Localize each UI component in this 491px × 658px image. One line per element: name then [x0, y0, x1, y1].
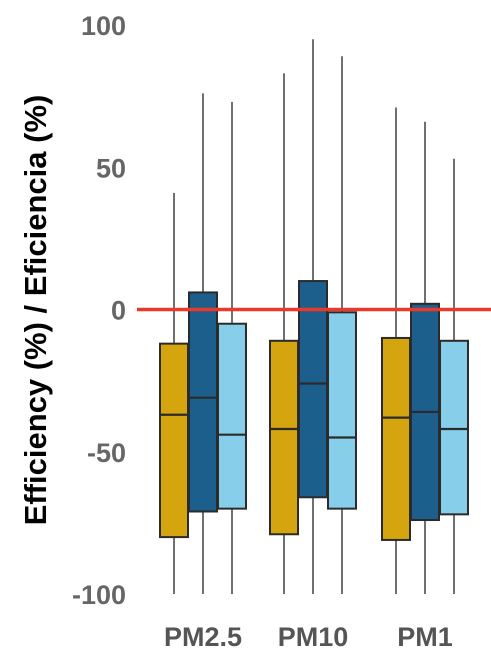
- y-tick-labels: 100 50 0 -50 -100: [72, 11, 126, 610]
- iqr-box: [298, 280, 328, 499]
- iqr-box: [269, 339, 299, 536]
- y-tick-label: -100: [72, 580, 126, 610]
- y-tick-label: 100: [81, 11, 126, 41]
- iqr-box: [439, 339, 469, 516]
- iqr-box: [159, 342, 189, 539]
- iqr-box: [381, 336, 411, 541]
- box-PM1-series-2: [410, 121, 440, 594]
- y-axis-label: Efficiency (%) / Eficiencia (%): [18, 95, 53, 526]
- box-PM2.5-series-3: [217, 101, 247, 594]
- plot-area: [137, 39, 491, 594]
- x-tick-labels: PM2.5 PM10 PM1: [164, 622, 453, 652]
- iqr-box: [188, 291, 218, 513]
- y-tick-label: -50: [87, 438, 126, 468]
- iqr-box: [217, 322, 247, 510]
- y-tick-label: 50: [96, 153, 126, 183]
- box-PM2.5-series-2: [188, 93, 218, 594]
- iqr-box: [327, 311, 357, 510]
- box-PM10-series-1: [269, 73, 299, 594]
- x-tick-label: PM2.5: [164, 622, 242, 652]
- y-tick-label: 0: [111, 296, 126, 326]
- box-PM10-series-2: [298, 39, 328, 594]
- x-tick-label: PM10: [278, 622, 349, 652]
- x-tick-label: PM1: [397, 622, 453, 652]
- box-PM10-series-3: [327, 56, 357, 594]
- box-PM1-series-3: [439, 158, 469, 594]
- box-PM2.5-series-1: [159, 192, 189, 594]
- box-PM1-series-1: [381, 107, 411, 594]
